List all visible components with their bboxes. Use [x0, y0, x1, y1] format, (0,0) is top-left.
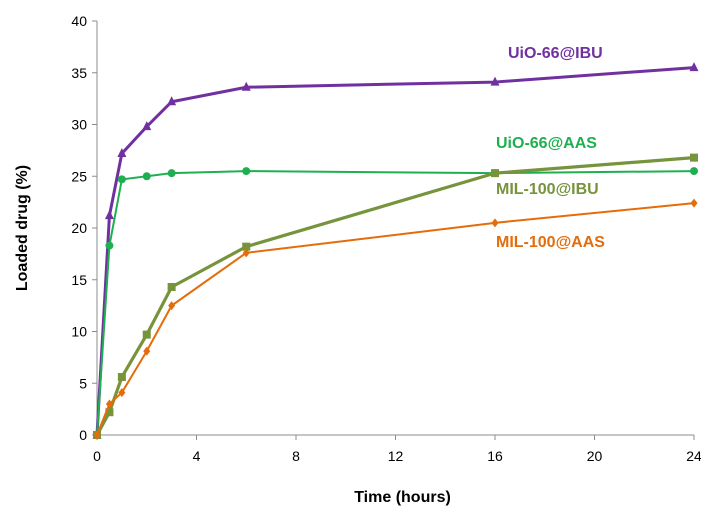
- data-point-mil-100-ibu: [167, 282, 176, 291]
- x-tick-label: 0: [93, 448, 101, 464]
- data-point-mil-100-ibu: [242, 242, 251, 251]
- x-tick-label: 4: [193, 448, 201, 464]
- y-tick-label: 0: [79, 427, 87, 443]
- y-tick-label: 10: [71, 324, 87, 340]
- data-point-mil-100-aas: [491, 218, 499, 228]
- series-label-mil-100-ibu: MIL-100@IBU: [496, 181, 599, 198]
- y-tick-label: 40: [71, 13, 87, 29]
- series-labels: UiO-66@IBU UiO-66@AAS MIL-100@IBU MIL-100@A…: [496, 45, 605, 251]
- data-point-uio-66-ibu: [490, 76, 500, 86]
- y-tick-label: 20: [71, 220, 87, 236]
- data-point-uio-66-aas: [167, 169, 176, 178]
- data-point-uio-66-aas: [117, 175, 126, 184]
- series-label-mil-100-aas: MIL-100@AAS: [496, 234, 605, 251]
- x-tick-label: 8: [292, 448, 300, 464]
- series-line-uio-66-aas: [96, 170, 695, 436]
- y-axis-title: Loaded drug (%): [14, 165, 31, 291]
- data-point-mil-100-aas: [143, 346, 151, 356]
- data-point-mil-100-aas: [118, 388, 126, 398]
- data-point-uio-66-aas: [690, 167, 698, 176]
- y-tick-label: 15: [71, 272, 87, 288]
- data-point-uio-66-aas: [105, 241, 114, 250]
- y-axis-ticks: 0 5 10 15 20 25 30 35 40: [71, 13, 97, 443]
- series-line-mil-100-aas: [96, 202, 695, 436]
- axes: [96, 21, 694, 436]
- x-tick-label: 20: [587, 448, 603, 464]
- series-label-uio-66-ibu: UiO-66@IBU: [508, 45, 603, 62]
- series-line-mil-100-ibu: [95, 156, 695, 436]
- plot-area: [92, 62, 699, 440]
- data-point-mil-100-ibu: [117, 373, 126, 382]
- data-point-uio-66-ibu: [117, 147, 127, 157]
- data-point-uio-66-ibu: [241, 81, 251, 91]
- series-uio-66-aas: [93, 167, 698, 439]
- data-point-uio-66-aas: [142, 172, 151, 181]
- data-point-mil-100-ibu: [491, 169, 499, 178]
- data-point-uio-66-ibu: [142, 121, 152, 131]
- y-tick-label: 5: [79, 375, 87, 391]
- data-point-mil-100-ibu: [142, 330, 151, 339]
- series-mil-100-aas: [93, 198, 698, 440]
- data-point-mil-100-aas: [93, 430, 101, 440]
- series-label-uio-66-aas: UiO-66@AAS: [496, 135, 597, 152]
- data-point-mil-100-ibu: [105, 408, 114, 417]
- x-tick-label: 24: [686, 448, 701, 464]
- data-point-mil-100-aas: [168, 301, 176, 311]
- data-point-mil-100-ibu: [690, 153, 698, 162]
- x-axis-ticks: 0 4 8 12 16 20 24: [93, 435, 701, 464]
- y-tick-label: 25: [71, 168, 87, 184]
- data-point-mil-100-aas: [105, 399, 113, 409]
- y-tick-label: 35: [71, 65, 87, 81]
- series-line-uio-66-ibu: [95, 66, 695, 436]
- series-uio-66-ibu: [92, 62, 699, 439]
- data-point-uio-66-aas: [242, 167, 251, 176]
- x-axis-title: Time (hours): [354, 489, 451, 506]
- x-tick-label: 12: [388, 448, 404, 464]
- data-point-uio-66-ibu: [104, 210, 114, 220]
- data-point-mil-100-aas: [242, 248, 250, 258]
- data-point-uio-66-ibu: [167, 96, 177, 106]
- y-tick-label: 30: [71, 117, 87, 133]
- data-point-uio-66-ibu: [689, 62, 699, 72]
- x-tick-label: 16: [487, 448, 503, 464]
- data-point-mil-100-aas: [690, 198, 698, 208]
